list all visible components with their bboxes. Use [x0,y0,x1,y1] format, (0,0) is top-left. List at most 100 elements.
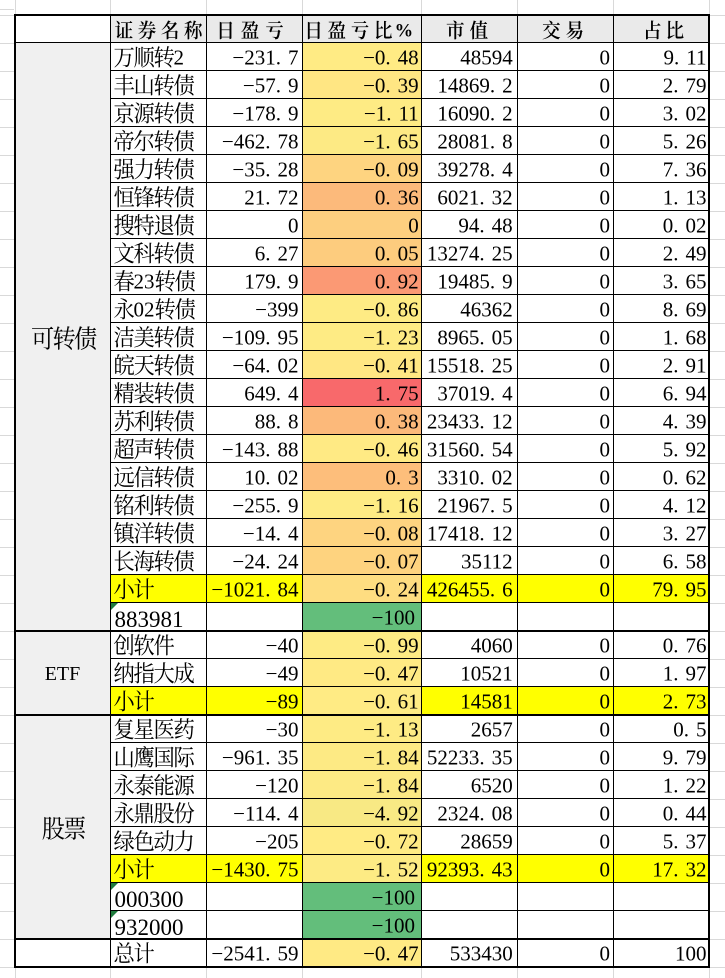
svg-text:4060: 4060 [471,634,513,658]
svg-text:0. 76: 0. 76 [663,634,707,658]
svg-text:48594: 48594 [460,46,513,70]
svg-text:3. 27: 3. 27 [663,522,707,546]
svg-text:21967. 5: 21967. 5 [437,494,512,518]
svg-text:0: 0 [600,774,611,798]
svg-text:0: 0 [600,550,611,574]
svg-text:−0. 99: −0. 99 [363,634,419,658]
svg-text:0. 3: 0. 3 [385,466,418,490]
svg-text:0: 0 [600,718,611,742]
svg-text:0: 0 [600,578,611,602]
svg-text:−1. 13: −1. 13 [363,718,419,742]
svg-text:−100: −100 [372,914,415,938]
svg-text:0: 0 [600,942,611,966]
svg-text:0. 36: 0. 36 [375,186,419,210]
svg-text:8. 69: 8. 69 [663,298,707,322]
svg-text:0: 0 [600,802,611,826]
svg-text:52233. 35: 52233. 35 [427,746,513,770]
svg-text:−1. 84: −1. 84 [363,746,419,770]
svg-text:0: 0 [600,494,611,518]
svg-text:2657: 2657 [471,718,513,742]
svg-text:5. 92: 5. 92 [663,438,707,462]
svg-text:14581: 14581 [460,690,513,714]
svg-text:1. 22: 1. 22 [663,774,707,798]
svg-text:−114. 4: −114. 4 [233,802,299,826]
svg-text:0: 0 [600,382,611,406]
svg-text:0: 0 [600,74,611,98]
svg-text:5. 26: 5. 26 [663,130,707,154]
svg-text:2. 49: 2. 49 [663,242,707,266]
svg-text:1. 97: 1. 97 [663,662,707,686]
svg-text:10521: 10521 [460,662,513,686]
svg-text:−1430. 75: −1430. 75 [211,858,298,882]
svg-text:0: 0 [600,326,611,350]
svg-text:−1. 16: −1. 16 [363,494,419,518]
svg-text:−1. 52: −1. 52 [363,858,419,882]
svg-text:−1. 84: −1. 84 [363,774,419,798]
svg-text:−0. 07: −0. 07 [363,550,419,574]
svg-text:−0. 39: −0. 39 [363,74,419,98]
svg-text:−35. 28: −35. 28 [232,158,298,182]
svg-text:0: 0 [600,354,611,378]
svg-text:0: 0 [600,158,611,182]
svg-text:−0. 08: −0. 08 [363,522,419,546]
svg-text:0: 0 [600,214,611,238]
svg-text:0. 38: 0. 38 [375,410,419,434]
svg-text:932000: 932000 [115,915,184,940]
svg-text:0. 5: 0. 5 [673,718,706,742]
svg-text:5. 37: 5. 37 [663,830,707,854]
svg-text:0: 0 [600,130,611,154]
svg-text:0: 0 [600,522,611,546]
svg-text:−0. 48: −0. 48 [363,46,419,70]
svg-text:10. 02: 10. 02 [244,466,298,490]
svg-text:−2541. 59: −2541. 59 [211,942,298,966]
svg-text:0: 0 [600,270,611,294]
svg-text:3. 02: 3. 02 [663,102,707,126]
svg-text:−0. 86: −0. 86 [363,298,419,322]
svg-text:0. 62: 0. 62 [663,466,707,490]
svg-text:−100: −100 [372,886,415,910]
svg-text:−4. 92: −4. 92 [363,802,419,826]
svg-text:649. 4: 649. 4 [244,382,299,406]
svg-text:6. 27: 6. 27 [255,242,299,266]
svg-text:179. 9: 179. 9 [244,270,298,294]
svg-text:−0. 72: −0. 72 [363,830,419,854]
svg-text:35112: 35112 [461,550,513,574]
svg-text:17. 32: 17. 32 [652,858,706,882]
svg-text:0: 0 [600,690,611,714]
svg-text:0: 0 [600,438,611,462]
svg-text:0: 0 [288,214,299,238]
svg-text:1. 13: 1. 13 [663,186,707,210]
svg-text:46362: 46362 [460,298,513,322]
svg-text:6520: 6520 [471,774,513,798]
svg-text:15518. 25: 15518. 25 [427,354,513,378]
svg-text:0: 0 [600,746,611,770]
svg-text:1. 68: 1. 68 [663,326,707,350]
svg-text:−0. 61: −0. 61 [363,690,419,714]
svg-text:0: 0 [600,46,611,70]
svg-text:2: 2 [144,298,155,322]
svg-text:−40: −40 [266,634,299,658]
svg-text:6021. 32: 6021. 32 [437,186,512,210]
svg-text:28081. 8: 28081. 8 [437,130,512,154]
svg-text:0: 0 [600,410,611,434]
svg-text:14869. 2: 14869. 2 [437,74,512,98]
svg-text:16090. 2: 16090. 2 [437,102,512,126]
svg-text:0: 0 [600,466,611,490]
svg-text:0: 0 [600,634,611,658]
svg-text:7. 36: 7. 36 [663,158,707,182]
svg-text:9. 11: 9. 11 [664,46,707,70]
svg-text:2. 91: 2. 91 [663,354,707,378]
svg-text:6. 94: 6. 94 [663,382,707,406]
svg-text:0: 0 [600,830,611,854]
svg-text:−178. 9: −178. 9 [232,102,298,126]
svg-text:21. 72: 21. 72 [244,186,298,210]
svg-text:−0. 46: −0. 46 [363,438,419,462]
svg-text:−57. 9: −57. 9 [243,74,299,98]
svg-text:92393. 43: 92393. 43 [427,858,513,882]
svg-text:13274. 25: 13274. 25 [427,242,513,266]
svg-text:−231. 7: −231. 7 [232,46,298,70]
svg-text:0. 02: 0. 02 [663,214,707,238]
svg-text:−14. 4: −14. 4 [243,522,299,546]
svg-text:−0. 24: −0. 24 [363,578,419,602]
svg-text:2. 73: 2. 73 [663,690,707,714]
